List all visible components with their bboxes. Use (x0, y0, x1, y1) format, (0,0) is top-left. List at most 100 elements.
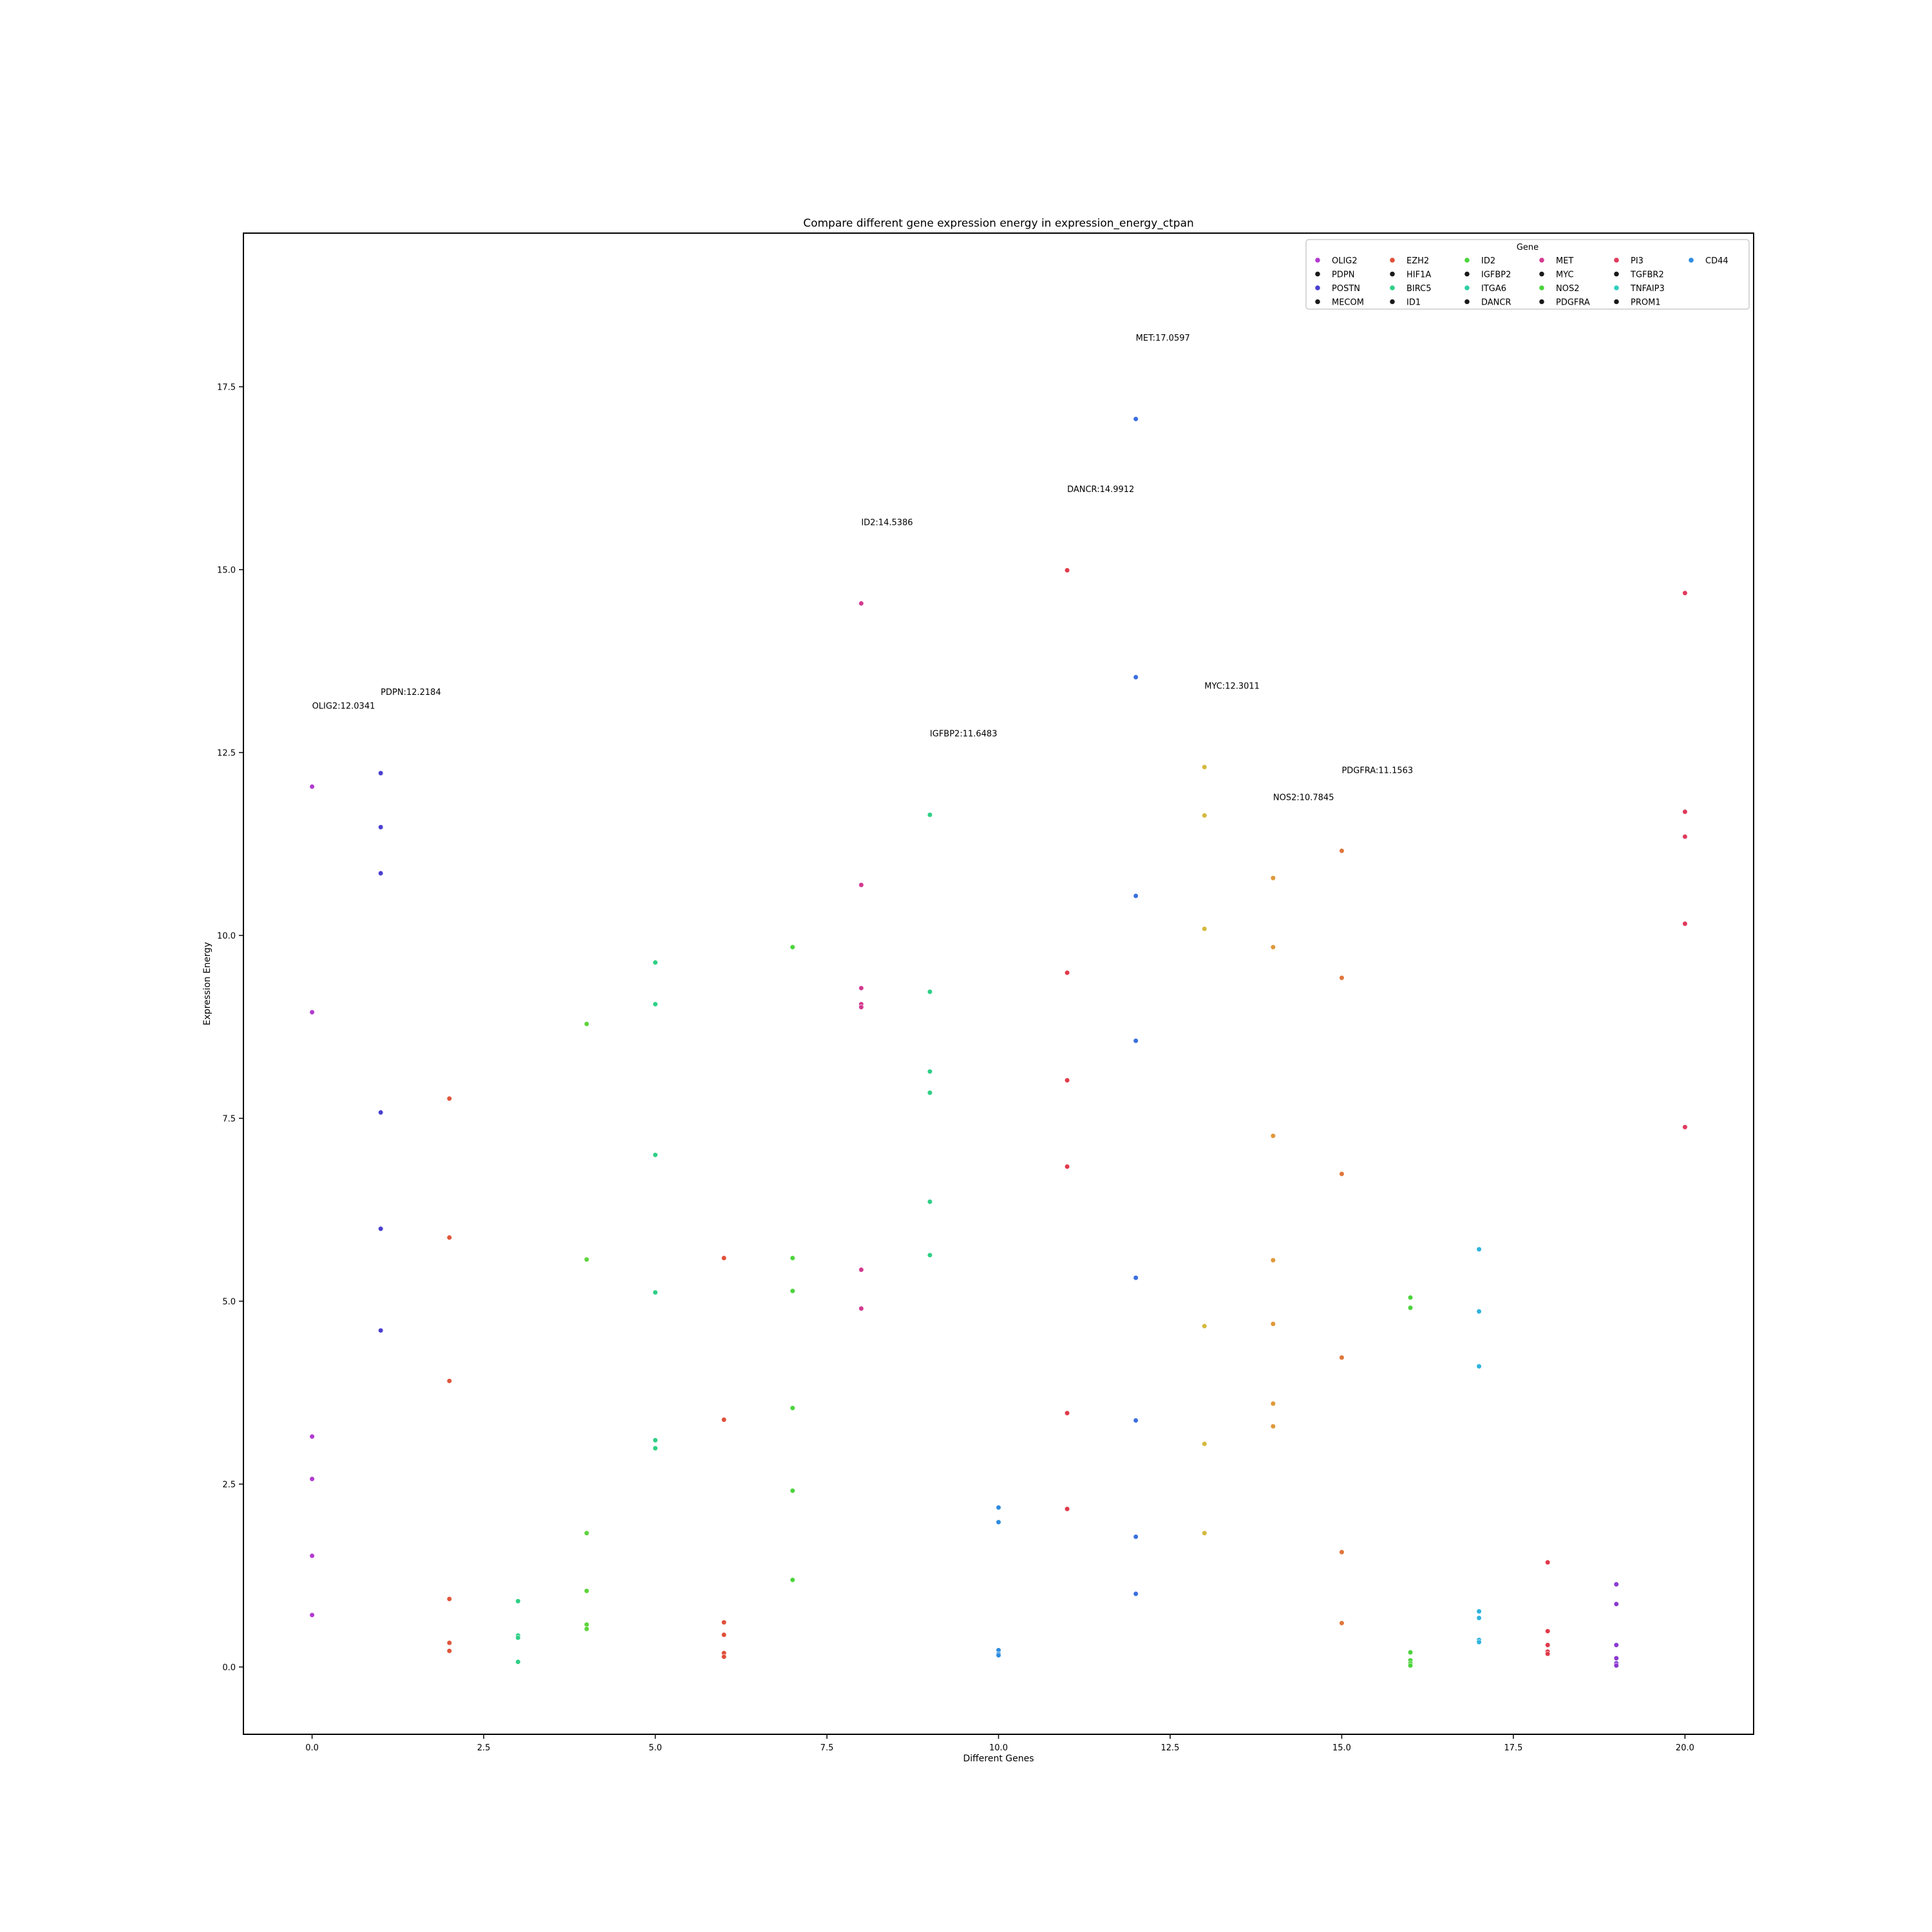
y-tick-label: 7.5 (222, 1115, 236, 1124)
legend-label: BIRC5 (1406, 284, 1432, 294)
point-annotation: MET:17.0597 (1136, 334, 1190, 343)
data-point (1476, 1309, 1482, 1314)
point-annotation: OLIG2:12.0341 (312, 701, 375, 711)
data-point (378, 824, 384, 830)
data-point (1613, 1663, 1619, 1669)
data-point (652, 1445, 658, 1451)
data-point (1613, 1642, 1619, 1648)
data-point (583, 1256, 590, 1262)
data-point (927, 1068, 933, 1074)
data-point (446, 1378, 452, 1384)
data-point (1545, 1559, 1551, 1566)
data-point (790, 944, 795, 950)
data-point (1339, 1620, 1345, 1626)
x-tick-label: 7.5 (820, 1743, 834, 1753)
legend-marker (1390, 285, 1395, 290)
point-annotation: ID2:14.5386 (861, 518, 913, 527)
legend-label: PI3 (1631, 256, 1643, 266)
data-point (378, 1327, 384, 1334)
data-point (652, 1152, 658, 1158)
legend-marker (1315, 299, 1320, 305)
data-points (309, 416, 1688, 1669)
data-point (1407, 1663, 1414, 1669)
data-point (583, 1622, 590, 1627)
legend-marker (1614, 299, 1619, 305)
data-point (1133, 416, 1139, 422)
legend-title: Gene (1517, 243, 1539, 252)
data-point (1202, 926, 1208, 932)
legend-marker (1539, 271, 1544, 277)
legend-label: ID1 (1406, 298, 1421, 308)
legend: Gene OLIG2 PDPN POSTN MECOM EZH2 HIF1A BIRC5 ID… (1305, 239, 1750, 310)
data-point (1613, 1582, 1619, 1587)
data-point (1133, 1591, 1139, 1596)
legend-label: ITGA6 (1481, 284, 1506, 294)
point-annotation: NOS2:10.7845 (1273, 793, 1334, 802)
data-point (1270, 1401, 1276, 1406)
data-point (1133, 1275, 1139, 1281)
data-point (378, 870, 384, 876)
x-tick-label: 17.5 (1504, 1743, 1522, 1753)
y-axis-ticks: 0.0 2.5 5.0 7.5 10.0 12.5 15.0 17.5 (217, 383, 243, 1672)
legend-marker (1315, 271, 1320, 277)
data-point (583, 1626, 590, 1632)
data-point (583, 1530, 590, 1536)
x-axis-ticks: 0.0 2.5 5.0 7.5 10.0 12.5 15.0 17.5 20.0 (305, 1734, 1694, 1753)
y-tick-label: 5.0 (222, 1298, 236, 1307)
data-point (1339, 1549, 1345, 1555)
data-point (446, 1095, 452, 1101)
data-point (1064, 1077, 1070, 1083)
data-point (721, 1417, 727, 1423)
data-point (1339, 848, 1345, 854)
data-point (927, 989, 933, 995)
data-point (515, 1634, 521, 1641)
legend-marker (1539, 258, 1544, 263)
data-point (1476, 1609, 1482, 1615)
legend-marker (1539, 285, 1544, 290)
data-point (927, 1252, 933, 1258)
data-point (1682, 921, 1688, 927)
data-point (1476, 1639, 1482, 1645)
legend-label: NOS2 (1556, 284, 1579, 294)
data-point (378, 770, 384, 776)
data-point (1064, 1164, 1070, 1170)
legend-label: IGFBP2 (1481, 270, 1511, 280)
data-point (309, 784, 315, 790)
data-point (858, 1267, 864, 1273)
legend-label: HIF1A (1406, 270, 1431, 280)
data-point (721, 1255, 727, 1261)
legend-box (1305, 239, 1750, 310)
data-point (1270, 1321, 1276, 1327)
data-point (1476, 1615, 1482, 1621)
legend-marker (1464, 258, 1470, 263)
data-point (1682, 590, 1688, 596)
legend-marker (1614, 285, 1619, 290)
point-annotations: OLIG2:12.0341 PDPN:12.2184 ID2:14.5386 IGFB… (312, 334, 1414, 802)
data-point (309, 1434, 315, 1439)
legend-label: MYC (1556, 270, 1574, 280)
point-annotation: PDPN:12.2184 (381, 688, 441, 697)
legend-marker (1315, 258, 1320, 263)
legend-label: PROM1 (1631, 298, 1661, 308)
legend-label: EZH2 (1406, 256, 1429, 266)
legend-marker (1614, 271, 1619, 277)
x-tick-label: 10.0 (989, 1743, 1008, 1753)
data-point (1202, 1323, 1208, 1329)
legend-marker (1689, 258, 1694, 263)
data-point (1545, 1651, 1551, 1657)
y-tick-label: 15.0 (217, 566, 236, 576)
data-point (790, 1255, 795, 1261)
data-point (1064, 1410, 1070, 1416)
data-point (1064, 970, 1070, 976)
data-point (1270, 944, 1276, 950)
data-point (1202, 764, 1208, 770)
data-point (858, 1004, 864, 1010)
data-point (927, 812, 933, 818)
legend-marker (1390, 258, 1395, 263)
x-tick-label: 20.0 (1676, 1743, 1694, 1753)
legend-marker (1614, 258, 1619, 263)
data-point (1407, 1649, 1414, 1655)
data-point (927, 1198, 933, 1205)
x-tick-label: 2.5 (477, 1743, 491, 1753)
x-tick-label: 0.0 (305, 1743, 319, 1753)
